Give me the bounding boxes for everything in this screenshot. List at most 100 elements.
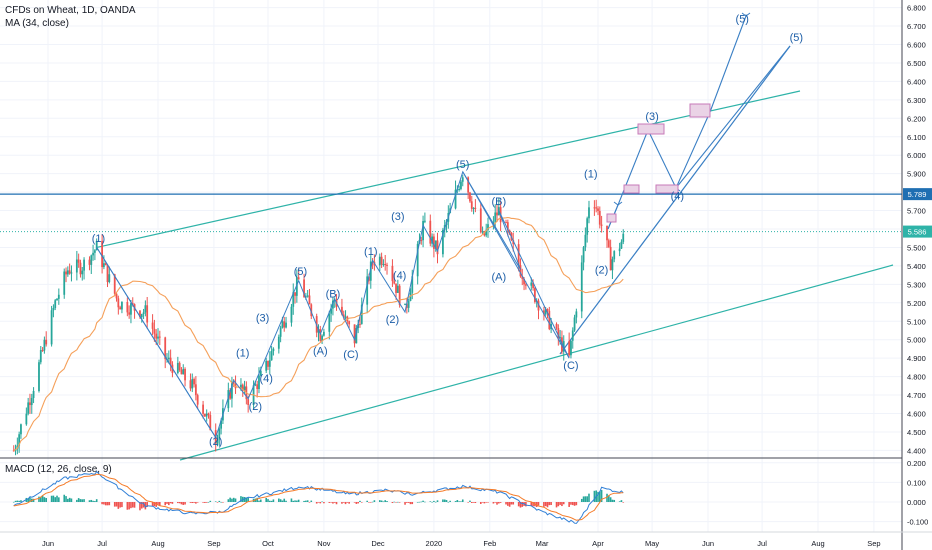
wave-label[interactable]: (5) <box>294 266 307 278</box>
macd-indicator-label[interactable]: MACD (12, 26, close, 9) <box>5 464 112 475</box>
macd-histogram-bar <box>517 502 520 507</box>
wave-label[interactable]: (A) <box>491 272 506 284</box>
channel-upper-line[interactable] <box>96 90 801 249</box>
target-zone-box[interactable] <box>655 184 679 194</box>
macd-histogram-bar <box>575 502 578 506</box>
candle-body <box>272 348 275 352</box>
candle-body <box>588 207 590 219</box>
candle-body <box>330 308 333 314</box>
candle-body <box>167 357 170 360</box>
macd-histogram-bar <box>346 502 349 503</box>
macd-histogram-bar <box>76 499 78 502</box>
wave-label[interactable]: (2) <box>209 436 222 448</box>
candle-body <box>203 413 206 417</box>
wave-label[interactable]: (B) <box>491 196 506 208</box>
candle-body <box>458 188 461 190</box>
macd-histogram-bar <box>335 502 338 505</box>
candle-body <box>290 306 293 323</box>
macd-histogram-bar <box>384 500 387 502</box>
trend-support-line[interactable] <box>559 45 791 355</box>
candle-body <box>523 278 525 285</box>
wave-label[interactable]: (4) <box>259 373 272 385</box>
wave-label[interactable]: (3) <box>391 211 404 223</box>
projection-alt-path[interactable] <box>675 45 791 189</box>
wave-label[interactable]: (A) <box>313 345 328 357</box>
candle-body <box>126 301 129 313</box>
wave-label[interactable]: (C) <box>343 349 358 361</box>
macd-histogram-bar <box>393 501 396 503</box>
candle-body <box>575 311 578 318</box>
macd-histogram-bar <box>20 500 22 502</box>
candle-body <box>169 357 172 365</box>
macd-histogram-bar <box>433 500 435 502</box>
wave-label[interactable]: (4) <box>393 270 406 282</box>
macd-histogram-bar <box>222 502 224 503</box>
symbol-title[interactable]: CFDs on Wheat, 1D, OANDA <box>5 5 136 16</box>
candle-body <box>209 414 212 431</box>
target-zone-box[interactable] <box>606 213 617 223</box>
wave-label[interactable]: (2) <box>595 264 608 276</box>
wave-count-zigzag[interactable] <box>96 170 570 439</box>
wave-label[interactable]: (5) <box>790 32 803 44</box>
wave-label[interactable]: (B) <box>326 288 341 300</box>
macd-histogram-bar <box>119 502 121 508</box>
macd-histogram-bar <box>371 501 374 503</box>
wave-label[interactable]: (2) <box>249 401 262 413</box>
macd-histogram-bar <box>39 496 42 502</box>
candle-body <box>586 218 589 235</box>
macd-histogram-bar <box>456 500 459 502</box>
wave-label[interactable]: (5) <box>456 159 469 171</box>
macd-histogram-bar <box>404 502 406 505</box>
candle-body <box>479 208 482 233</box>
macd-histogram-bar <box>220 501 222 503</box>
macd-histogram-bar <box>117 502 120 509</box>
macd-histogram-bar <box>196 502 199 503</box>
candle-body <box>593 207 596 209</box>
target-zone-box[interactable] <box>689 103 711 118</box>
candle-body <box>303 279 305 298</box>
price-pane[interactable]: (1) (2) (1) (3) (2) (4) (5) (B) (A) (C) (1) (3) (2) (… <box>0 12 902 461</box>
macd-histogram-bar <box>79 499 82 502</box>
wave-label[interactable]: (3) <box>645 111 658 123</box>
candle-body <box>140 314 143 318</box>
wave-label[interactable]: (1) <box>364 246 377 258</box>
wave-label[interactable]: (5) <box>736 13 749 25</box>
macd-histogram-bar <box>611 499 614 502</box>
candle-body <box>157 336 159 339</box>
wave-label[interactable]: (1) <box>92 233 105 245</box>
candle-body <box>310 304 313 317</box>
macd-pane[interactable] <box>12 470 625 524</box>
target-zone-box[interactable] <box>623 184 640 194</box>
wave-label[interactable]: (2) <box>386 314 399 326</box>
ma-34-line[interactable] <box>13 216 624 452</box>
target-zone-box[interactable] <box>637 123 665 135</box>
time-tick-label: Sep <box>207 539 220 548</box>
macd-histogram-bar <box>530 502 533 507</box>
macd-histogram-bar <box>169 502 172 504</box>
wave-abc-line[interactable] <box>462 171 570 359</box>
signal-line[interactable] <box>13 473 624 521</box>
candle-body <box>12 450 15 452</box>
wave-label[interactable]: (1) <box>236 347 249 359</box>
macd-histogram-bar <box>290 498 293 502</box>
wave-label[interactable]: (4) <box>671 190 684 202</box>
time-axis[interactable]: Jun Jul Aug Sep Oct Nov Dec 2020 Feb Mar Apr May Jun… <box>42 539 881 548</box>
candle-body <box>231 382 233 399</box>
ma-indicator-label[interactable]: MA (34, close) <box>5 18 69 29</box>
channel-lower-line[interactable] <box>179 264 894 461</box>
wave-label[interactable]: (3) <box>256 312 269 324</box>
candle-body <box>348 321 351 325</box>
wave-label[interactable]: (C) <box>563 360 578 372</box>
candle-body <box>25 413 28 425</box>
price-axis[interactable]: 6.800 6.700 6.600 6.500 6.400 6.300 6.200 6.100… <box>907 4 926 456</box>
macd-histogram-bar <box>27 498 29 502</box>
macd-histogram-bar <box>121 502 123 508</box>
macd-histogram-bar <box>507 502 509 506</box>
price-tick-label: 6.800 <box>907 4 926 13</box>
macd-histogram-bar <box>92 500 94 502</box>
macd-histogram-bar <box>557 502 560 507</box>
candle-body <box>292 292 295 307</box>
wave-2-line[interactable] <box>96 247 217 438</box>
wave-label[interactable]: (1) <box>584 168 597 180</box>
